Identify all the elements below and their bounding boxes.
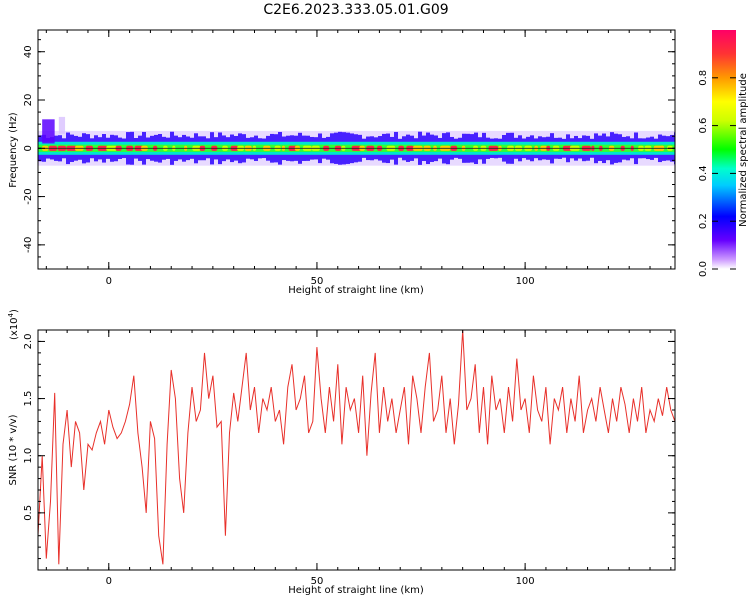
colorbar-gradient	[712, 30, 736, 269]
y-tick-label: 0.5	[23, 505, 34, 521]
y-tick-label: 2.0	[23, 333, 34, 349]
spectrogram-x-axis-label: Height of straight line (km)	[288, 285, 424, 296]
svg-text:(x104): (x104)	[7, 309, 20, 340]
snr-frame	[37, 329, 676, 571]
x-tick-label: 0	[106, 276, 112, 287]
colorbar-tick-label: 0.8	[698, 70, 709, 86]
spectrogram-frame	[37, 29, 676, 270]
snr-x-ticks: 0 50 100	[45, 330, 672, 587]
colorbar-label: Normalized spectral amplitude	[738, 73, 749, 227]
y-tick-label: -20	[23, 188, 34, 204]
y-tick-label: 20	[23, 94, 34, 107]
x-tick-label: 50	[311, 576, 324, 587]
x-tick-label: 100	[516, 576, 535, 587]
snr-y-axis-label: SNR (10 * v/v)	[8, 414, 19, 485]
y-tick-label: 1.5	[23, 391, 34, 407]
colorbar-tick-label: 0.2	[698, 213, 709, 229]
band-burst-faint	[58, 116, 66, 134]
colorbar-tick-label: 0.4	[698, 165, 709, 181]
figure-title: C2E6.2023.333.05.01.G09	[263, 2, 448, 18]
spectrogram-y-ticks: -40 -20 0 20 40	[23, 39, 675, 270]
snr-x-axis-label: Height of straight line (km)	[288, 585, 424, 596]
spectral-band	[38, 116, 675, 166]
y-tick-label: 0	[23, 145, 34, 151]
band-burst	[42, 119, 55, 144]
snr-panel: 0 50 100 0.5 1.0 1.5 2.0 Height of straight l…	[7, 309, 676, 596]
colorbar-ticks: 0.0 0.2 0.4 0.6 0.8	[698, 70, 736, 277]
y-tick-label: 40	[23, 45, 34, 58]
snr-multiplier-close: )	[9, 309, 20, 313]
snr-multiplier-base: (x10	[9, 317, 20, 340]
spectrogram-y-axis-label: Frequency (Hz)	[8, 112, 19, 188]
x-tick-label: 50	[311, 276, 324, 287]
colorbar: 0.0 0.2 0.4 0.6 0.8 Normalized spectral ampl…	[698, 30, 749, 277]
snr-series-line	[38, 330, 675, 565]
x-tick-label: 0	[106, 576, 112, 587]
snr-y-ticks: 0.5 1.0 1.5 2.0	[23, 333, 675, 560]
x-tick-label: 100	[516, 276, 535, 287]
colorbar-tick-label: 0.0	[698, 261, 709, 277]
y-tick-label: -40	[23, 237, 34, 253]
spectrogram-panel: 0 50 100 -40 -20 0 20 40 Height of straight li…	[8, 29, 676, 296]
y-tick-label: 1.0	[23, 448, 34, 464]
colorbar-tick-label: 0.6	[698, 118, 709, 134]
spectrogram-x-ticks: 0 50 100	[45, 30, 672, 287]
snr-multiplier-exponent: 4	[7, 312, 15, 317]
snr-y-multiplier: (x104)	[7, 309, 20, 340]
